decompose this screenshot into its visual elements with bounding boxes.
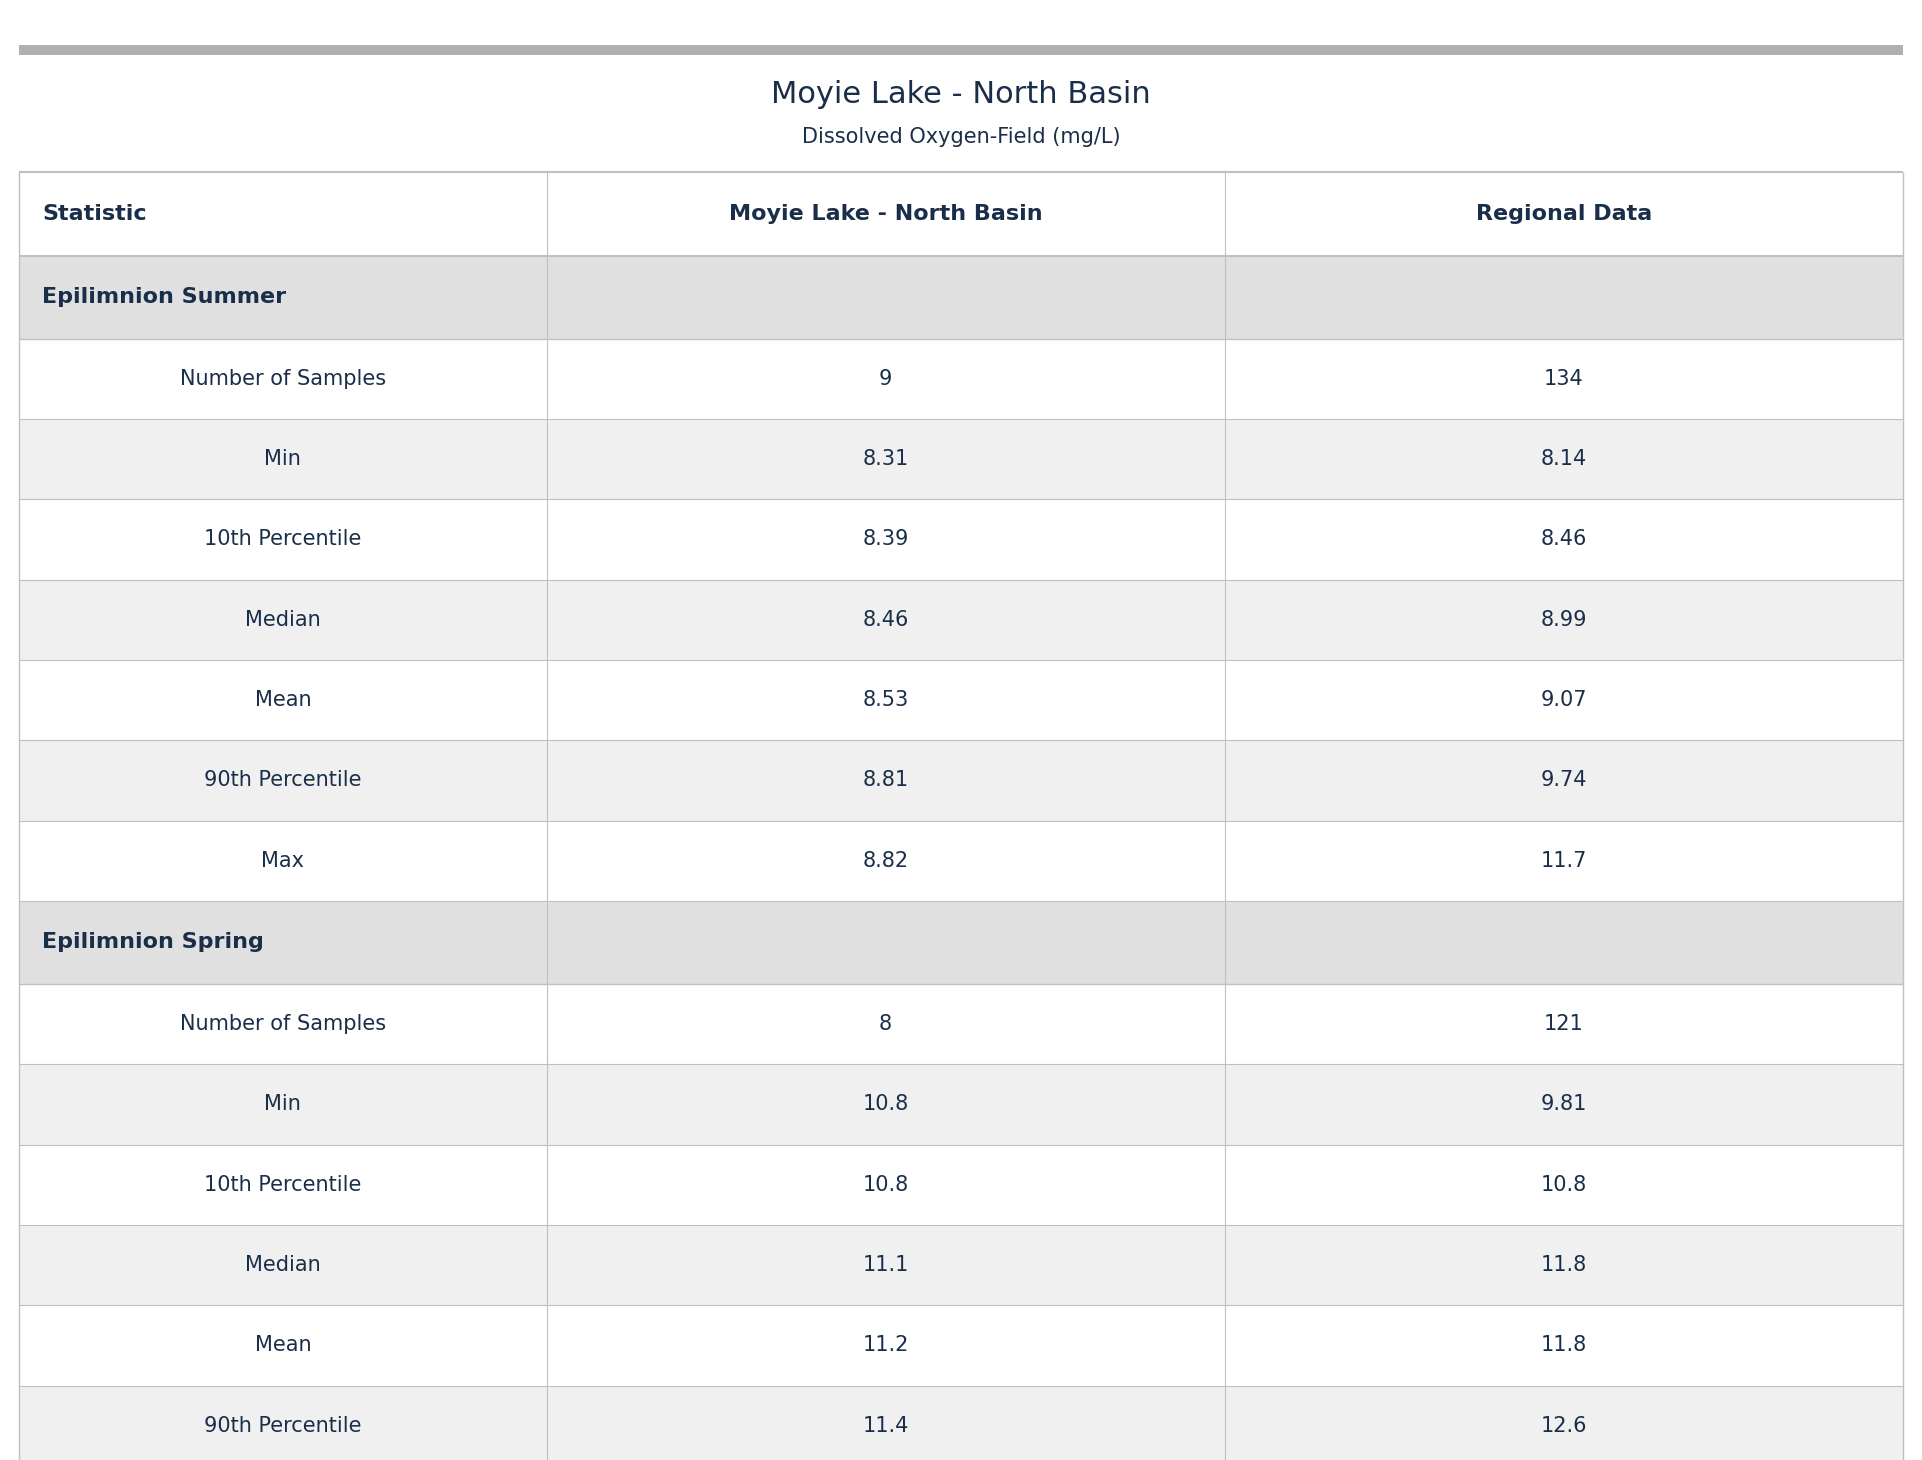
Bar [19,821,1903,901]
Text: Number of Samples: Number of Samples [181,369,386,388]
Bar [19,1145,1903,1225]
Text: Min: Min [265,450,302,469]
Text: Max: Max [261,851,304,870]
Text: 8.14: 8.14 [1541,450,1588,469]
Text: 8.31: 8.31 [863,450,909,469]
Text: Median: Median [244,610,321,629]
Text: 12.6: 12.6 [1541,1416,1588,1435]
Text: 90th Percentile: 90th Percentile [204,771,361,790]
Text: 11.8: 11.8 [1541,1336,1588,1355]
Text: 10th Percentile: 10th Percentile [204,1175,361,1194]
Bar [19,1225,1903,1305]
Text: 8.46: 8.46 [1541,530,1588,549]
Text: 134: 134 [1543,369,1584,388]
Text: 10.8: 10.8 [863,1175,909,1194]
Text: Regional Data: Regional Data [1476,204,1651,223]
Text: 9: 9 [878,369,892,388]
Text: 90th Percentile: 90th Percentile [204,1416,361,1435]
Text: Epilimnion Summer: Epilimnion Summer [42,288,286,307]
Text: Moyie Lake - North Basin: Moyie Lake - North Basin [728,204,1042,223]
Text: Dissolved Oxygen-Field (mg/L): Dissolved Oxygen-Field (mg/L) [801,127,1121,147]
Bar [19,740,1903,821]
Text: 8.81: 8.81 [863,771,909,790]
Text: Number of Samples: Number of Samples [181,1015,386,1034]
Text: Epilimnion Spring: Epilimnion Spring [42,933,263,952]
Text: Mean: Mean [254,691,311,710]
Text: 11.1: 11.1 [863,1256,909,1275]
Bar [19,1305,1903,1386]
Text: Min: Min [265,1095,302,1114]
Text: 8: 8 [878,1015,892,1034]
Text: 9.07: 9.07 [1541,691,1588,710]
Text: 11.4: 11.4 [863,1416,909,1435]
Text: Moyie Lake - North Basin: Moyie Lake - North Basin [771,80,1151,110]
Text: 9.74: 9.74 [1541,771,1588,790]
Text: 10th Percentile: 10th Percentile [204,530,361,549]
Text: 9.81: 9.81 [1541,1095,1588,1114]
Text: 8.46: 8.46 [863,610,909,629]
Bar [19,984,1903,1064]
Text: Median: Median [244,1256,321,1275]
Bar [19,499,1903,580]
Text: 8.53: 8.53 [863,691,909,710]
Text: 11.2: 11.2 [863,1336,909,1355]
Text: Mean: Mean [254,1336,311,1355]
Text: 11.7: 11.7 [1541,851,1588,870]
Text: 10.8: 10.8 [1541,1175,1588,1194]
Text: 11.8: 11.8 [1541,1256,1588,1275]
Text: 8.39: 8.39 [863,530,909,549]
Bar [19,1064,1903,1145]
Text: Statistic: Statistic [42,204,146,223]
Bar [19,580,1903,660]
Text: 121: 121 [1543,1015,1584,1034]
Bar [19,1386,1903,1460]
Bar [19,255,1903,339]
Bar [19,172,1903,256]
Bar [19,339,1903,419]
Bar [19,45,1903,55]
Bar [19,419,1903,499]
Text: 8.99: 8.99 [1541,610,1588,629]
Text: 8.82: 8.82 [863,851,909,870]
Bar [19,660,1903,740]
Text: 10.8: 10.8 [863,1095,909,1114]
Bar [19,901,1903,984]
